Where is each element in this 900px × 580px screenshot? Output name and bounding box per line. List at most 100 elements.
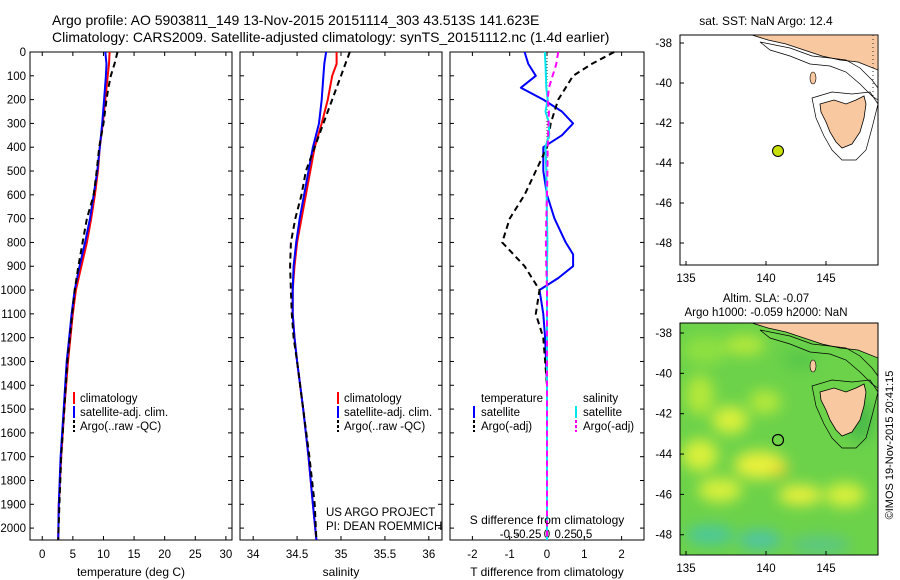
s-tick-label: 0.5 (576, 529, 592, 541)
lat-tick-label: -38 (655, 38, 672, 50)
king-island (809, 71, 817, 85)
temperature-xlabel: temperature (deg C) (77, 565, 185, 579)
lon-tick-label: 145 (816, 563, 835, 575)
depth-tick-labels: 0 100 200 300 400 500 600 700 800 900 1000 1100 1200… (0, 47, 644, 535)
lon-tick-label: 140 (756, 273, 775, 285)
depth-tick-label: 800 (7, 237, 26, 249)
lat-tick-label: -44 (655, 158, 672, 170)
x-tick-label: 20 (158, 549, 171, 561)
tasmania-shelf-contour (811, 379, 878, 449)
s-tick-label: -0.25 (515, 529, 541, 541)
legend-label: climatology (80, 393, 138, 405)
legend-label: Argo(..raw -QC) (344, 421, 425, 433)
depth-tick-label: 1900 (0, 499, 26, 511)
x-tick-label: 35.5 (374, 549, 396, 561)
lon-tick-label: 145 (816, 273, 835, 285)
s-tick-label: 0.25 (554, 529, 576, 541)
depth-tick-label: 1200 (0, 333, 26, 345)
lat-tick-label: -38 (655, 328, 672, 340)
lat-tick-label: -42 (655, 409, 672, 421)
depth-tick-label: 300 (7, 118, 26, 130)
tasmania-shelf-contour (811, 91, 878, 161)
difference-legend: temperature salinity satellite Argo(-adj… (473, 393, 634, 433)
lat-tick-label: -40 (655, 78, 672, 90)
lat-tick-label: -46 (655, 198, 672, 210)
shelf-contour (759, 329, 878, 389)
x-tick-label: 34 (247, 549, 260, 561)
x-tick-label: 35 (335, 549, 348, 561)
x-tick-label: 2 (618, 549, 624, 561)
king-island (809, 359, 817, 373)
depth-tick-label: 1100 (1, 309, 26, 321)
tasmania-land (819, 95, 867, 149)
series-line (291, 52, 338, 541)
depth-tick-label: 400 (7, 142, 26, 154)
sla-map (679, 322, 879, 556)
legend-label: satellite-adj. clim. (344, 407, 432, 419)
x-tick-label: 15 (128, 549, 141, 561)
salinity-legend: climatology satellite-adj. clim. Argo(..… (337, 392, 432, 433)
legend-label: climatology (344, 393, 402, 405)
legend-heading-temperature: temperature (481, 393, 543, 405)
sla-map-title1: Altim. SLA: -0.07 (723, 293, 809, 305)
salinity-axes (239, 51, 443, 541)
depth-tick-label: 1800 (0, 475, 26, 487)
x-tick-label: 0 (544, 549, 550, 561)
x-tick-label: 36 (422, 549, 435, 561)
sst-map-title: sat. SST: NaN Argo: 12.4 (699, 14, 833, 28)
depth-tick-label: 2000 (0, 523, 26, 535)
sst-map-ticks: 135 140 145 -38 -40 -42 -44 -46 -48 (655, 38, 835, 285)
sst-map (679, 34, 879, 266)
x-tick-label: 30 (219, 549, 232, 561)
depth-tick-label: 600 (7, 190, 26, 202)
s-tick-label: -0.5 (500, 529, 520, 541)
depth-tick-label: 500 (7, 166, 26, 178)
x-tick-label: 1 (581, 549, 587, 561)
depth-tick-label: 1500 (0, 404, 26, 416)
header-line1: Argo profile: AO 5903811_149 13-Nov-2015… (52, 12, 539, 28)
lat-tick-label: -40 (655, 368, 672, 380)
x-tick-label: 0 (39, 549, 45, 561)
series-line (519, 51, 575, 540)
legend-label: satellite (583, 407, 622, 419)
depth-tick-label: 1400 (0, 380, 26, 392)
series-line (57, 51, 119, 541)
salinity-xlabel: salinity (323, 565, 360, 579)
s-difference-label: S difference from climatology (470, 513, 625, 527)
x-tick-label: -1 (505, 549, 515, 561)
watermark: ©IMOS 19-Nov-2015 20:41:15 (884, 371, 896, 520)
x-tick-label: 5 (70, 549, 76, 561)
credit-line1: US ARGO PROJECT (326, 507, 435, 519)
x-tick-label: -2 (467, 549, 477, 561)
x-tick-label: 34.5 (286, 549, 308, 561)
header-line2: Climatology: CARS2009. Satellite-adjuste… (52, 29, 609, 45)
series-line (57, 51, 108, 541)
x-tick-label: 25 (189, 549, 202, 561)
legend-label: Argo(-adj) (481, 421, 532, 433)
tasmania-land (819, 383, 867, 437)
depth-tick-label: 1300 (0, 356, 26, 368)
lat-tick-label: -48 (655, 530, 672, 542)
series-line (291, 51, 328, 541)
lon-tick-label: 135 (676, 273, 695, 285)
series-line (501, 51, 615, 540)
legend-label: satellite (481, 407, 520, 419)
credit-line2: PI: DEAN ROEMMICH (326, 521, 442, 533)
legend-label: Argo(..raw -QC) (80, 421, 161, 433)
depth-tick-label: 0 (20, 47, 26, 59)
lat-tick-label: -48 (655, 238, 672, 250)
depth-tick-label: 1700 (0, 452, 26, 464)
legend-label: Argo(-adj) (583, 421, 634, 433)
lon-tick-label: 140 (756, 563, 775, 575)
t-difference-xlabel: T difference from climatology (470, 565, 624, 579)
argo-location-marker (771, 433, 785, 447)
sla-map-ticks: 135 140 145 -38 -40 -42 -44 -46 -48 (655, 328, 835, 575)
depth-tick-label: 200 (7, 95, 26, 107)
argo-location-marker (772, 145, 784, 157)
depth-tick-label: 1600 (0, 428, 26, 440)
shelf-contour (759, 41, 878, 101)
lat-tick-label: -44 (655, 449, 672, 461)
series-line (289, 51, 351, 541)
lat-tick-label: -42 (655, 118, 672, 130)
